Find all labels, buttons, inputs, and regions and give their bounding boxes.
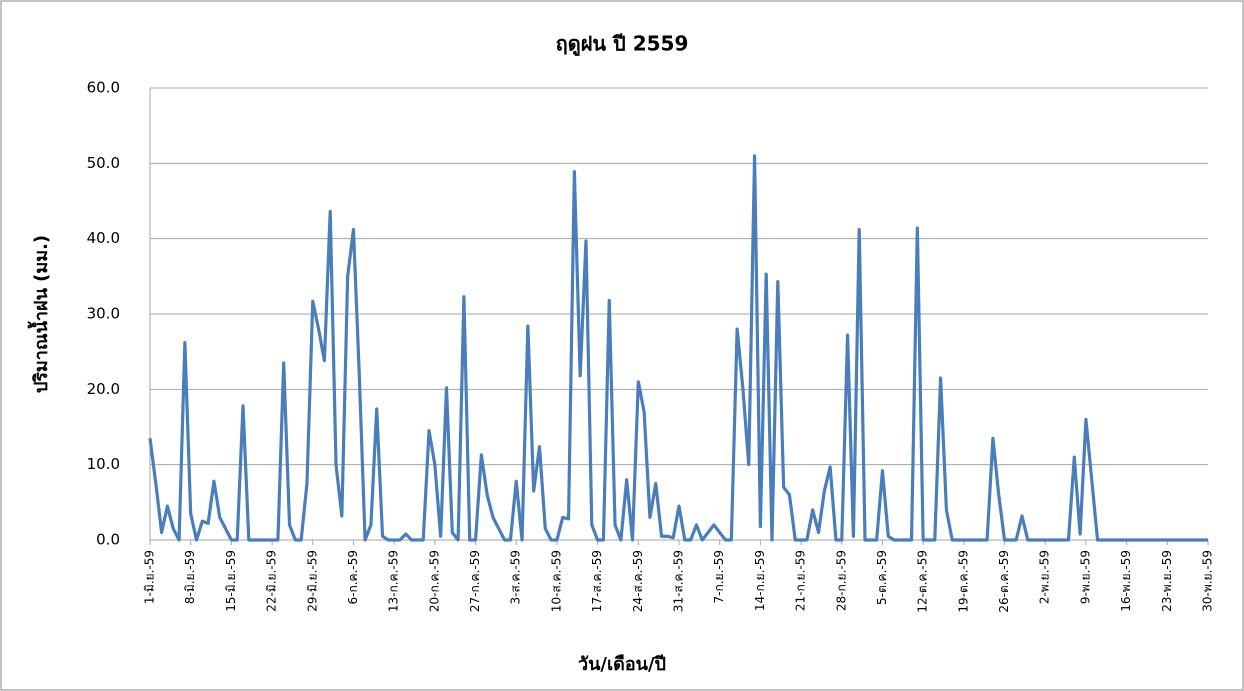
- x-tick-label: 10-ส.ค.-59: [549, 550, 563, 612]
- x-tick-label: 7-ก.ย.-59: [712, 550, 726, 604]
- y-tick-label: 0.0: [96, 531, 120, 549]
- x-tick-label: 3-ส.ค.-59: [509, 550, 523, 605]
- y-axis-label: ปริมาณน้ำฝน (มม.): [27, 235, 52, 393]
- x-tick-label: 28-ก.ย.-59: [834, 550, 848, 611]
- x-axis-label: วัน/เดือน/ปี: [578, 654, 666, 675]
- y-tick-label: 10.0: [87, 455, 120, 473]
- x-tick-label: 29-มิ.ย.-59: [305, 550, 319, 612]
- x-tick-label: 15-มิ.ย.-59: [224, 550, 238, 612]
- x-tick-label: 24-ส.ค.-59: [631, 550, 645, 612]
- x-tick-label: 1-มิ.ย.-59: [143, 550, 157, 604]
- x-tick-label: 14-ก.ย.-59: [753, 550, 767, 611]
- x-tick-label: 9-พ.ย.-59: [1078, 550, 1092, 604]
- chart-title: ฤดูฝน ปี 2559: [556, 32, 689, 58]
- x-tick-label: 16-พ.ย.-59: [1119, 550, 1133, 612]
- x-tick-label: 26-ต.ค.-59: [997, 550, 1011, 613]
- x-tick-label: 21-ก.ย.-59: [794, 550, 808, 611]
- y-tick-label: 30.0: [87, 305, 120, 323]
- x-tick-label: 2-พ.ย.-59: [1038, 550, 1052, 604]
- x-tick-label: 27-ก.ค.-59: [468, 550, 482, 612]
- line-series: [148, 154, 1208, 542]
- y-tick-label: 60.0: [87, 79, 120, 97]
- x-tick-label: 6-ก.ค.-59: [346, 550, 360, 605]
- x-tick-label: 23-พ.ย.-59: [1160, 550, 1174, 612]
- x-tick-label: 5-ต.ค.-59: [875, 550, 889, 605]
- x-tick-label: 22-มิ.ย.-59: [265, 550, 279, 612]
- x-tick-label: 17-ส.ค.-59: [590, 550, 604, 612]
- y-tick-label: 40.0: [87, 229, 120, 247]
- x-tick-label: 8-มิ.ย.-59: [183, 550, 197, 604]
- x-tick-label: 19-ต.ค.-59: [956, 550, 970, 613]
- x-tick-label: 20-ก.ค.-59: [427, 550, 441, 612]
- x-tick-label: 12-ต.ค.-59: [916, 550, 930, 613]
- x-tick-label: 31-ส.ค.-59: [672, 550, 686, 612]
- y-tick-label: 50.0: [87, 154, 120, 172]
- x-tick-label: 30-พ.ย.-59: [1201, 550, 1215, 612]
- y-tick-label: 20.0: [87, 380, 120, 398]
- x-tick-label: 13-ก.ค.-59: [387, 550, 401, 612]
